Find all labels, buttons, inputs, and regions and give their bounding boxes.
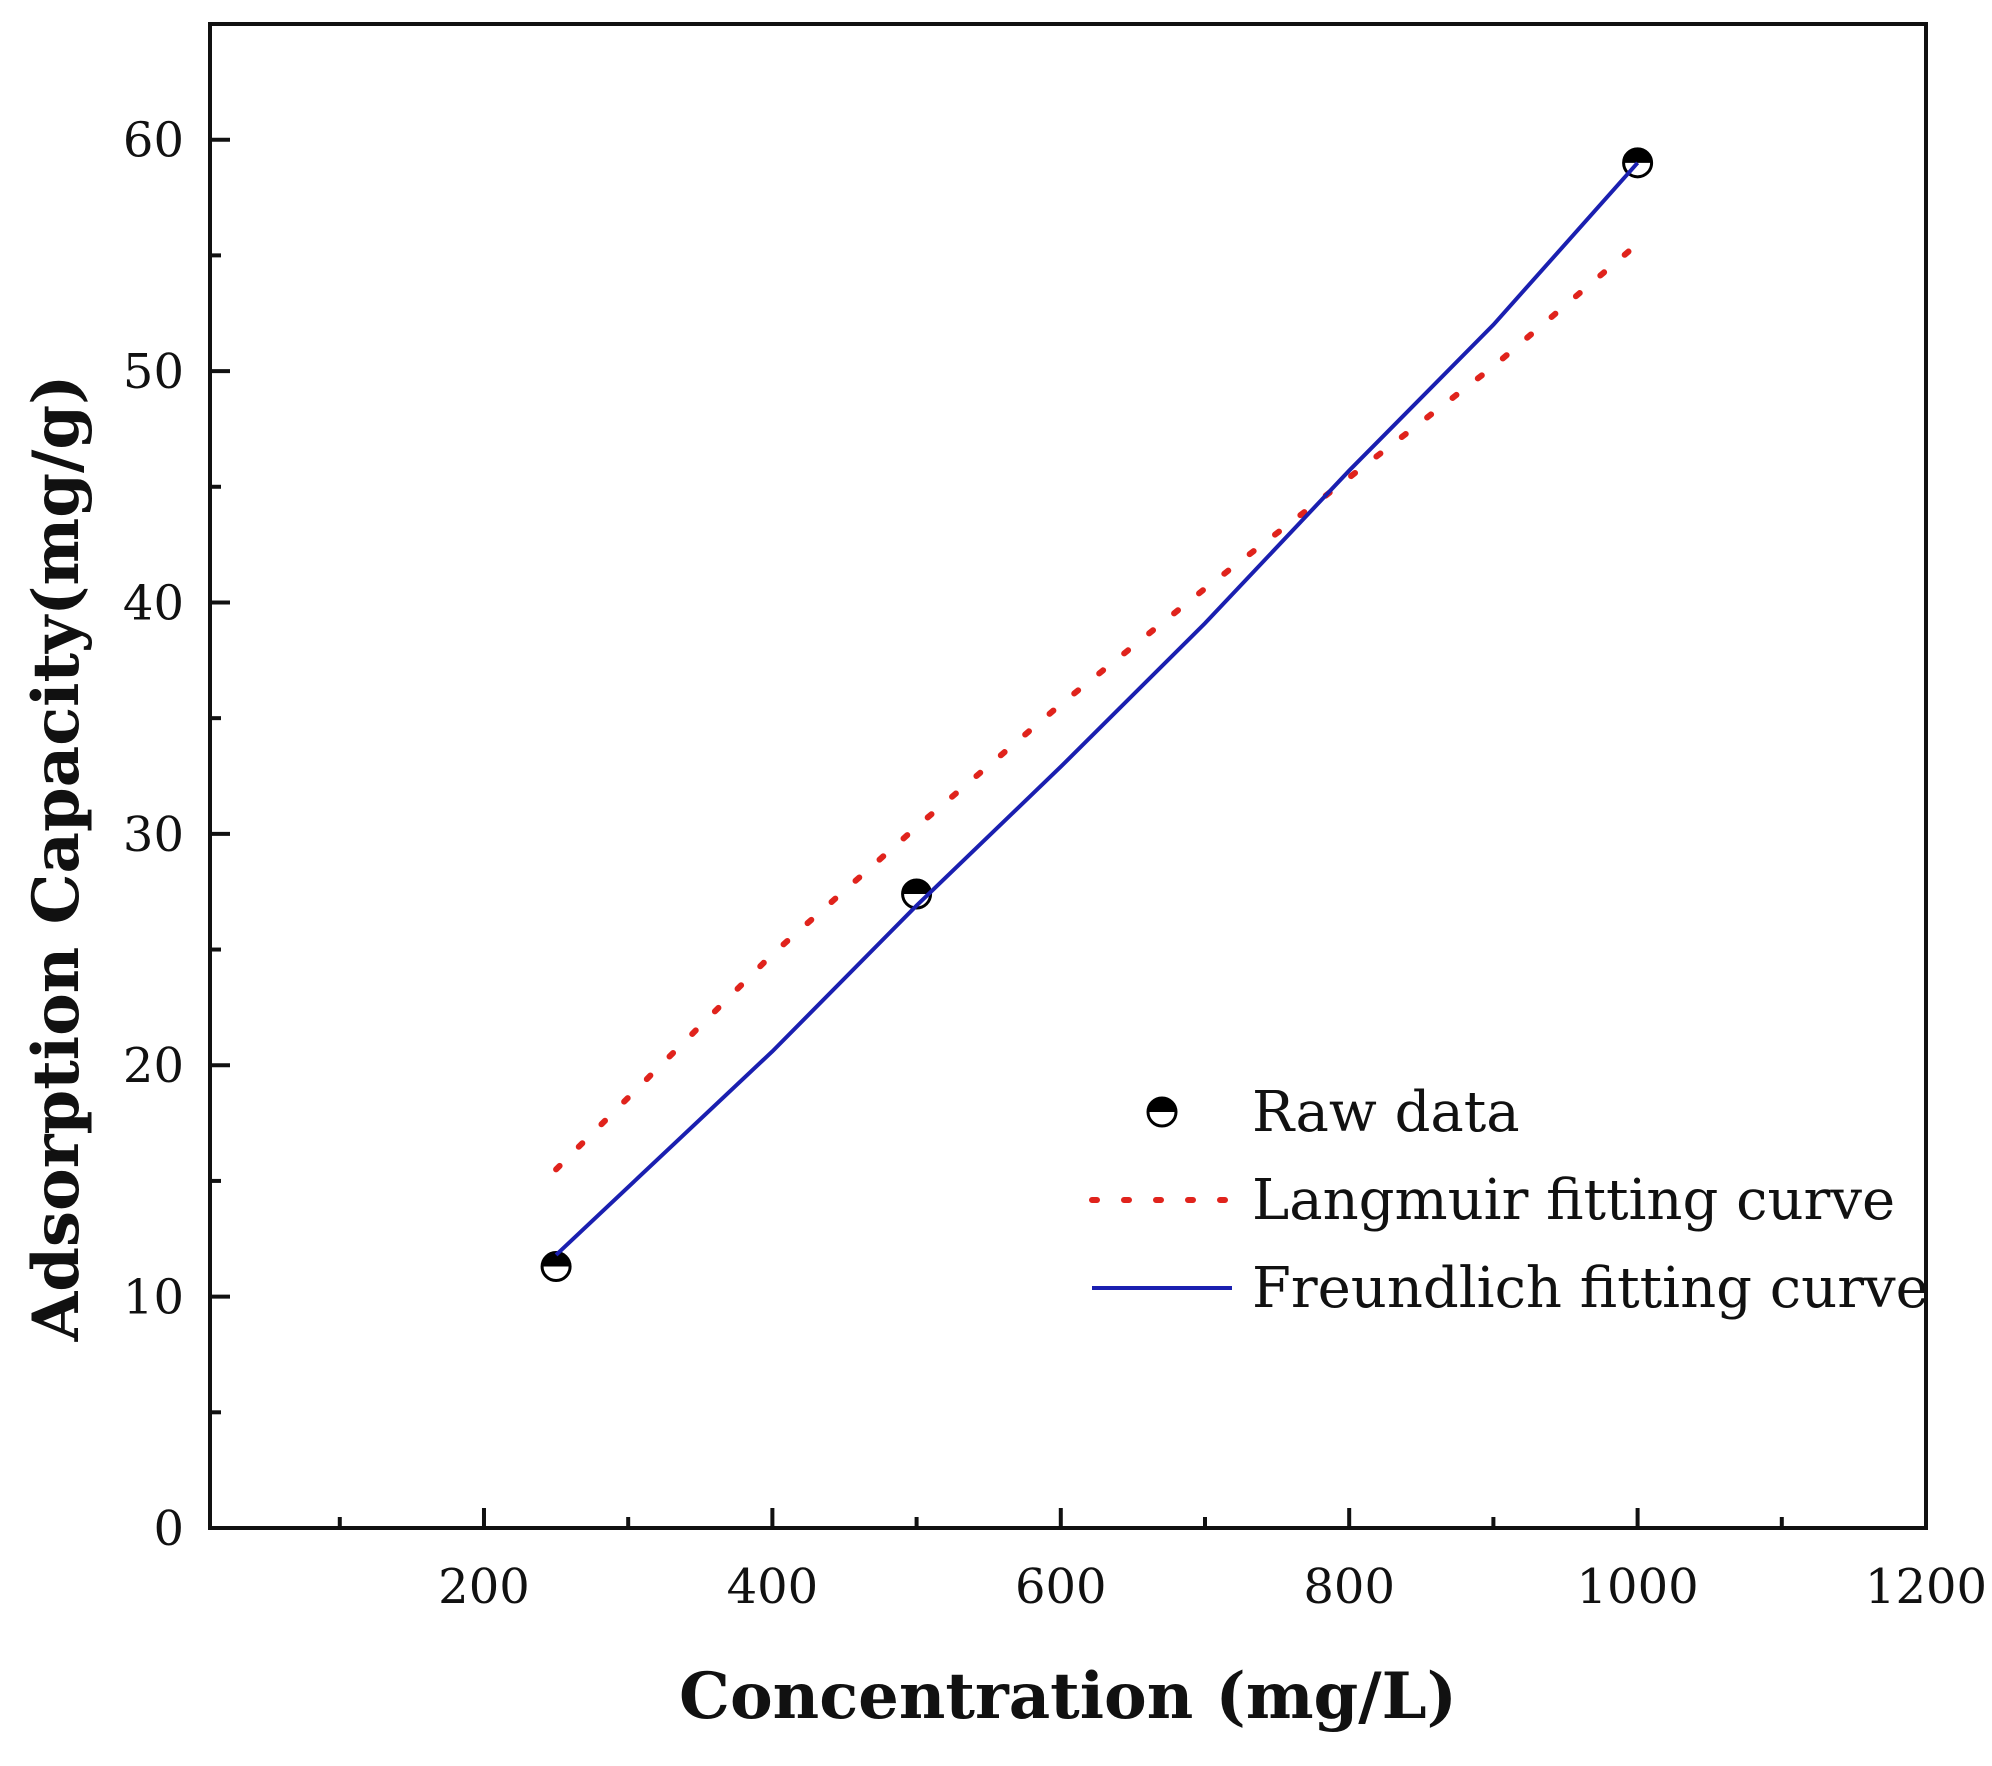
x-tick-label: 800 bbox=[1303, 1559, 1395, 1615]
x-tick-label: 400 bbox=[727, 1559, 819, 1615]
y-axis-title: Adsorption Capacity(mg/g) bbox=[19, 375, 94, 1343]
legend-label: Langmuir fitting curve bbox=[1252, 1168, 1895, 1233]
x-axis-title: Concentration (mg/L) bbox=[679, 1659, 1457, 1734]
freundlich-curve bbox=[554, 161, 1640, 1257]
x-tick-label: 600 bbox=[1015, 1559, 1107, 1615]
y-tick-label: 60 bbox=[123, 113, 184, 169]
x-tick-label: 1200 bbox=[1865, 1559, 1987, 1615]
plot-series bbox=[540, 147, 1654, 1283]
x-tick-label: 1000 bbox=[1577, 1559, 1699, 1615]
y-tick-label: 20 bbox=[123, 1038, 184, 1094]
legend-swatch-raw-data bbox=[1146, 1096, 1178, 1128]
legend-label: Freundlich fitting curve bbox=[1252, 1256, 1929, 1321]
y-tick-label: 50 bbox=[123, 344, 184, 400]
y-tick-label: 0 bbox=[153, 1501, 184, 1557]
axis-ticks: 200 400 600 800 1000 1200 0 10 20 30 40 50 60 bbox=[123, 113, 1987, 1615]
plot-frame bbox=[208, 22, 1928, 1530]
legend-label: Raw data bbox=[1252, 1080, 1520, 1145]
y-tick-label: 30 bbox=[123, 807, 184, 863]
y-tick-label: 10 bbox=[123, 1270, 184, 1326]
x-tick-label: 200 bbox=[438, 1559, 530, 1615]
raw-data-point bbox=[540, 1251, 572, 1283]
legend: Raw data Langmuir fitting curve Freundlich… bbox=[1089, 1080, 1929, 1321]
y-tick-label: 40 bbox=[123, 575, 184, 631]
